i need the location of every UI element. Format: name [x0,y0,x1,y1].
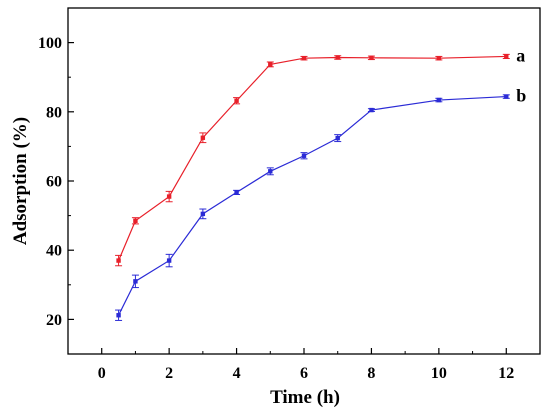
data-point [133,279,138,284]
y-axis-ticks: 20 40 60 80 100 [38,35,74,329]
data-point [335,55,340,60]
y-tick-label: 20 [46,312,62,329]
data-point [369,55,374,61]
data-point [234,98,239,103]
series-line [118,55,507,261]
x-tick-label: 12 [498,365,514,382]
y-tick-label: 40 [46,243,62,260]
data-point [335,135,340,141]
x-tick-label: 0 [98,365,106,382]
data-point [301,55,307,61]
series-label: b [516,86,526,106]
data-point [369,107,374,113]
data-point [436,55,442,61]
data-point [200,135,206,140]
x-tick-label: 10 [431,365,447,382]
data-point [116,258,121,263]
data-point [200,211,206,217]
x-axis-title: Time (h) [270,387,340,408]
x-tick-label: 2 [165,365,173,382]
data-point [268,169,273,174]
data-point [234,190,239,195]
y-tick-label: 100 [38,35,62,52]
data-point [116,313,121,318]
x-tick-label: 6 [300,365,308,382]
data-point [268,62,273,67]
data-point [166,194,172,199]
y-tick-label: 60 [46,174,62,191]
y-axis-title: Adsorption (%) [10,117,31,245]
x-axis-ticks: 0 2 4 6 8 10 12 [98,348,514,382]
series-a: a [115,45,525,267]
series-label: a [516,45,525,65]
data-point [504,94,509,99]
series-layer: ab [115,45,526,321]
data-point [133,218,138,223]
y-tick-label: 80 [46,104,62,121]
data-point [166,258,172,263]
data-point [504,54,509,59]
series-b: b [115,86,526,321]
x-tick-label: 4 [233,365,241,382]
x-tick-label: 8 [367,365,375,382]
data-point [301,153,307,158]
series-line [118,95,507,316]
data-point [436,97,442,103]
